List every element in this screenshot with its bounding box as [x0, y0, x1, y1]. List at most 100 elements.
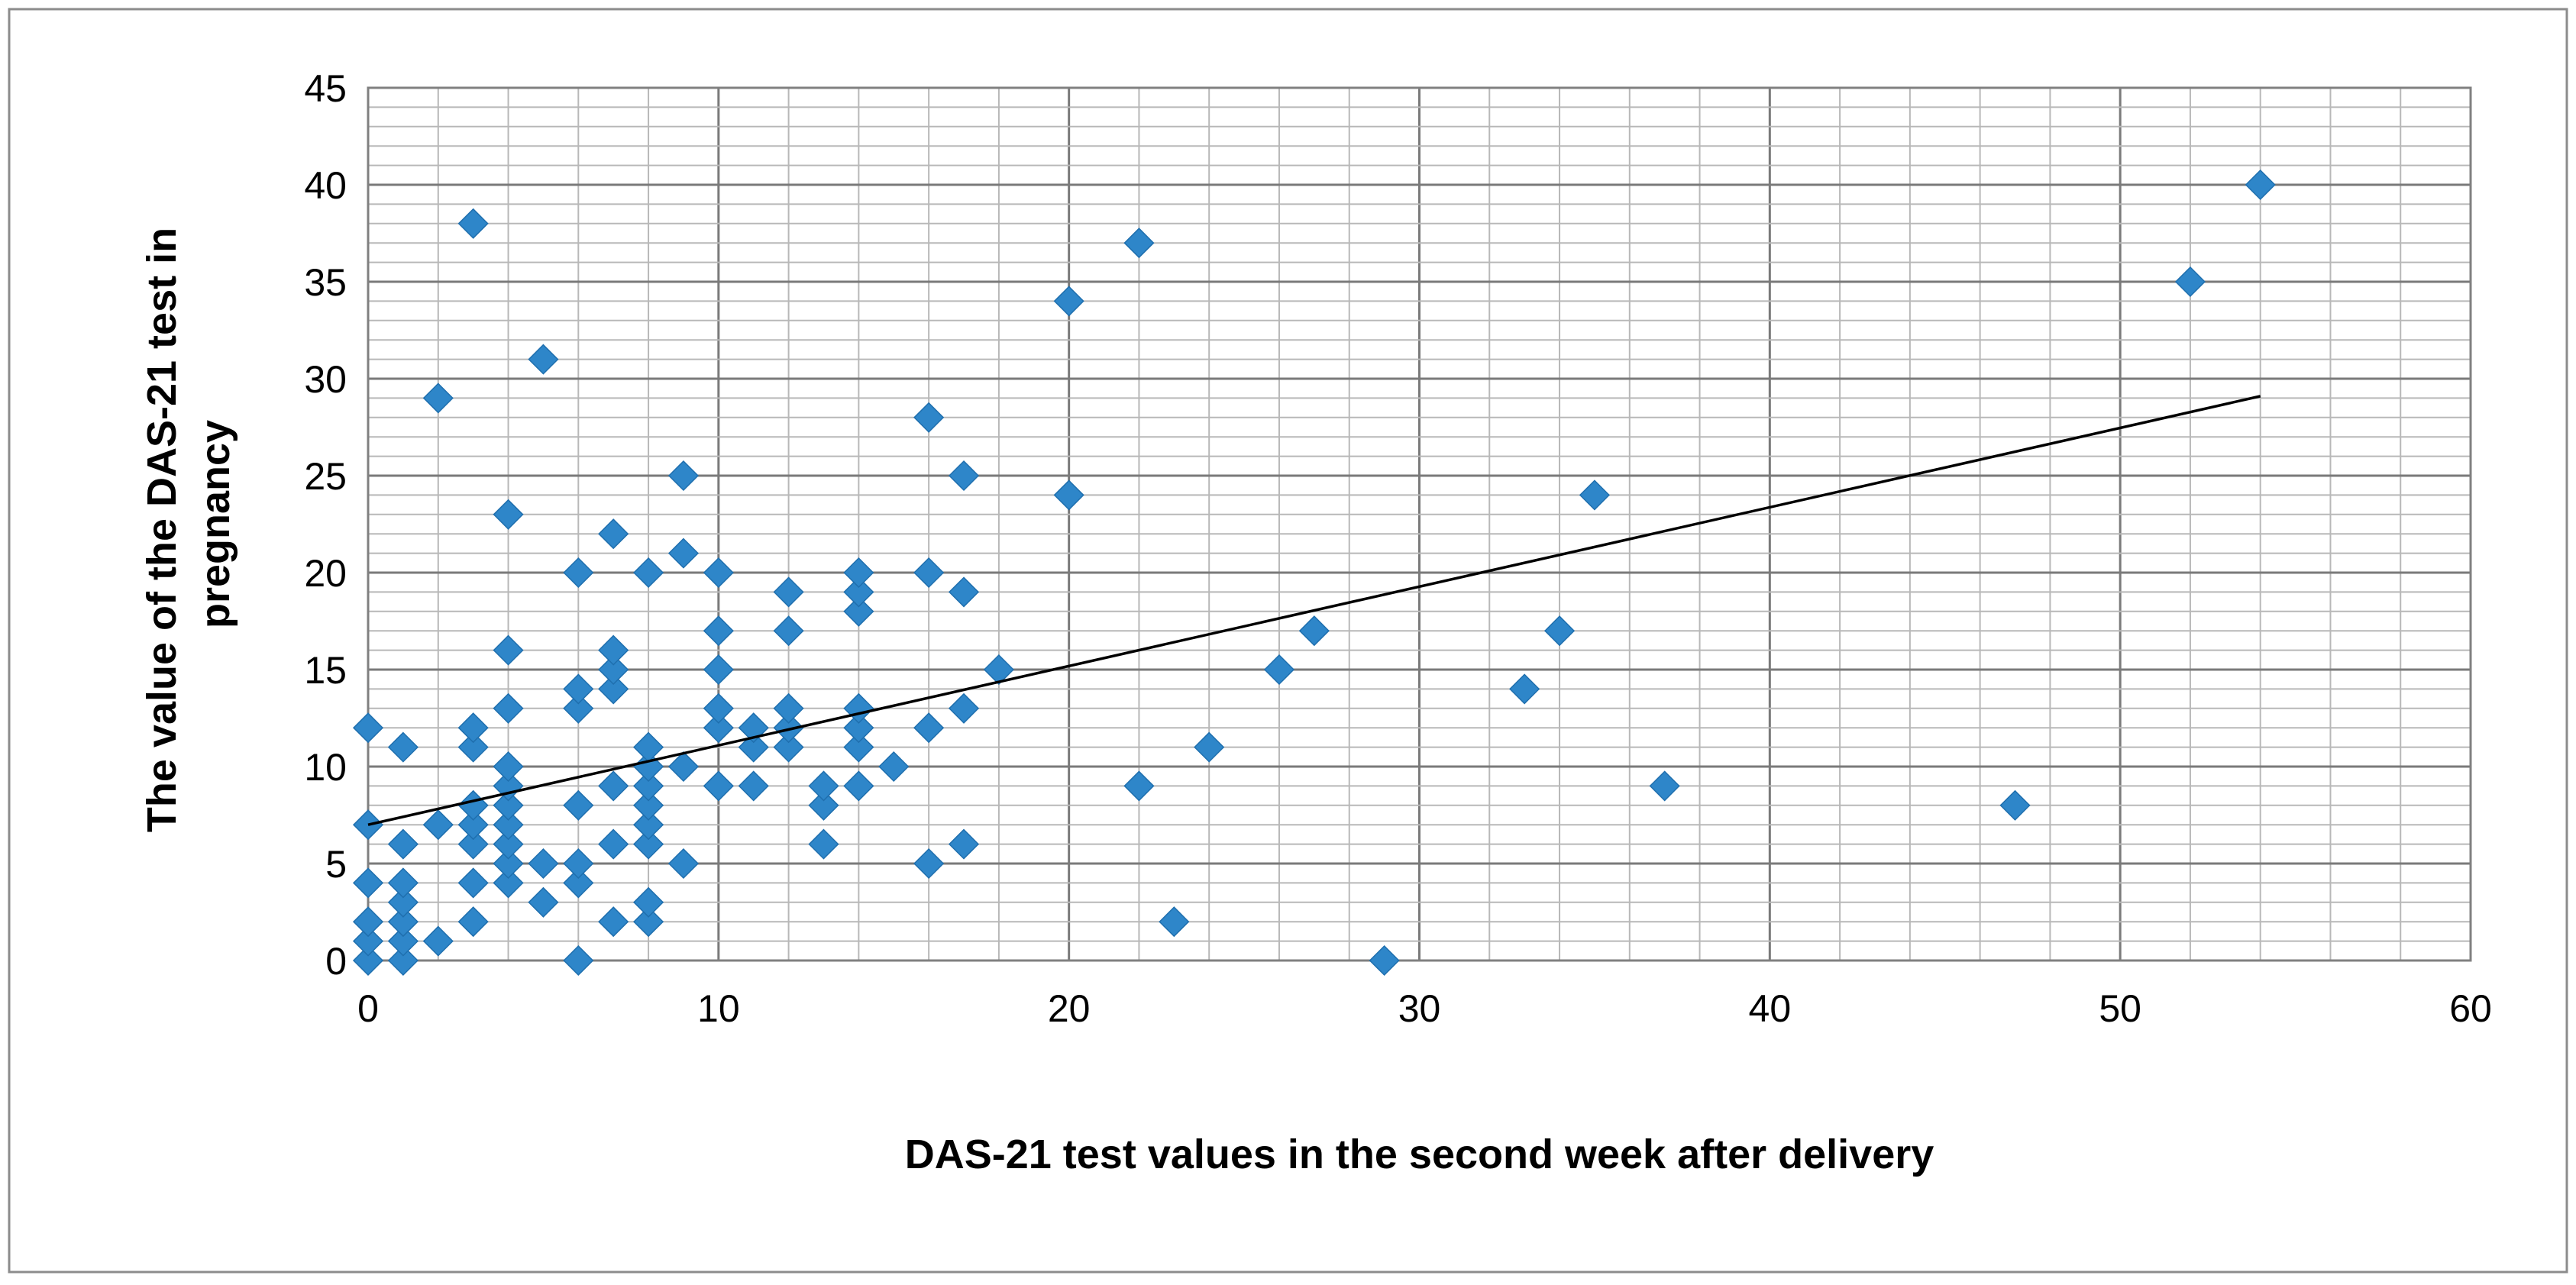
- x-tick-label: 0: [357, 987, 379, 1030]
- data-point: [633, 557, 664, 589]
- data-point: [843, 731, 874, 763]
- data-point: [387, 906, 419, 938]
- data-point: [773, 693, 804, 724]
- data-point: [457, 828, 489, 860]
- data-point: [422, 925, 454, 957]
- chart-border: [8, 8, 2568, 1274]
- data-point: [773, 731, 804, 763]
- x-tick-label: 60: [2449, 987, 2492, 1030]
- data-point: [1159, 906, 1190, 938]
- data-point: [703, 693, 734, 724]
- data-point: [598, 673, 629, 705]
- data-point: [493, 828, 524, 860]
- data-point: [667, 460, 700, 492]
- data-point: [633, 886, 664, 918]
- x-axis-label: DAS-21 test values in the second week af…: [905, 1132, 1934, 1177]
- data-point: [633, 906, 664, 938]
- data-point: [2174, 266, 2206, 298]
- data-point: [493, 867, 524, 899]
- data-point: [493, 751, 524, 783]
- data-point: [598, 828, 629, 860]
- data-point: [352, 867, 384, 899]
- y-tick-label: 45: [304, 67, 347, 110]
- data-point: [528, 344, 559, 375]
- data-point: [387, 828, 419, 860]
- data-point: [1123, 228, 1155, 259]
- data-point: [563, 867, 594, 899]
- data-point: [843, 576, 874, 608]
- y-tick-label: 10: [304, 746, 347, 789]
- data-point: [667, 848, 700, 880]
- data-point: [1999, 789, 2031, 821]
- plot-area: [367, 86, 2472, 962]
- y-tick-label: 5: [325, 843, 347, 886]
- data-point: [2245, 169, 2276, 201]
- data-point: [808, 770, 839, 802]
- data-point: [738, 770, 769, 802]
- data-point: [598, 906, 629, 938]
- x-tick-label: 30: [1398, 987, 1441, 1030]
- data-point: [1509, 673, 1540, 705]
- x-tick-label: 10: [697, 987, 740, 1030]
- data-point: [598, 518, 629, 550]
- data-point: [843, 596, 874, 627]
- data-point: [598, 654, 629, 686]
- data-point: [493, 770, 524, 802]
- data-point: [1053, 479, 1084, 511]
- data-point: [808, 789, 839, 821]
- y-axis-label-line-1: The value of the DAS-21 test in: [139, 228, 185, 832]
- data-point: [1369, 944, 1400, 977]
- data-point: [563, 848, 594, 880]
- data-point: [773, 615, 804, 647]
- data-point: [493, 789, 524, 821]
- data-point: [1263, 654, 1295, 686]
- data-point: [773, 576, 804, 608]
- data-point: [1649, 770, 1680, 802]
- data-point: [422, 809, 454, 841]
- data-point: [457, 712, 489, 744]
- data-point: [493, 848, 524, 880]
- data-point: [633, 828, 664, 860]
- data-point: [913, 557, 945, 589]
- data-point: [493, 693, 524, 724]
- data-point: [563, 944, 594, 977]
- data-point: [387, 886, 419, 918]
- data-point: [563, 693, 594, 724]
- data-point: [667, 751, 700, 783]
- data-point: [457, 731, 489, 763]
- x-tick-label: 20: [1048, 987, 1091, 1030]
- trendline: [367, 395, 2261, 826]
- data-point: [563, 789, 594, 821]
- data-point: [387, 944, 419, 977]
- data-point: [1543, 615, 1576, 647]
- data-point: [913, 402, 945, 433]
- data-point: [493, 499, 524, 530]
- y-tick-label: 15: [304, 649, 347, 692]
- data-point: [422, 383, 454, 414]
- y-tick-label: 0: [325, 940, 347, 983]
- x-tick-label: 40: [1749, 987, 1792, 1030]
- data-point: [528, 886, 559, 918]
- data-point: [457, 867, 489, 899]
- data-point: [703, 770, 734, 802]
- x-tick-label: 50: [2099, 987, 2141, 1030]
- data-point: [352, 925, 384, 957]
- x-axis-ticks: 0 10 20 30 40 50 60: [357, 987, 2492, 1030]
- data-point: [773, 712, 804, 744]
- data-point: [1053, 286, 1084, 317]
- data-point: [598, 634, 629, 666]
- data-point: [1123, 770, 1155, 802]
- data-point: [457, 208, 489, 239]
- data-point: [563, 557, 594, 589]
- data-point: [1579, 479, 1610, 511]
- data-point: [843, 557, 874, 589]
- data-point: [387, 867, 419, 899]
- y-tick-label: 35: [304, 261, 347, 304]
- data-point: [843, 712, 874, 744]
- data-point: [387, 925, 419, 957]
- data-point: [387, 731, 419, 763]
- data-point: [703, 615, 734, 647]
- data-point: [948, 576, 980, 608]
- y-axis-label: The value of the DAS-21 test in pregnanc…: [139, 216, 238, 832]
